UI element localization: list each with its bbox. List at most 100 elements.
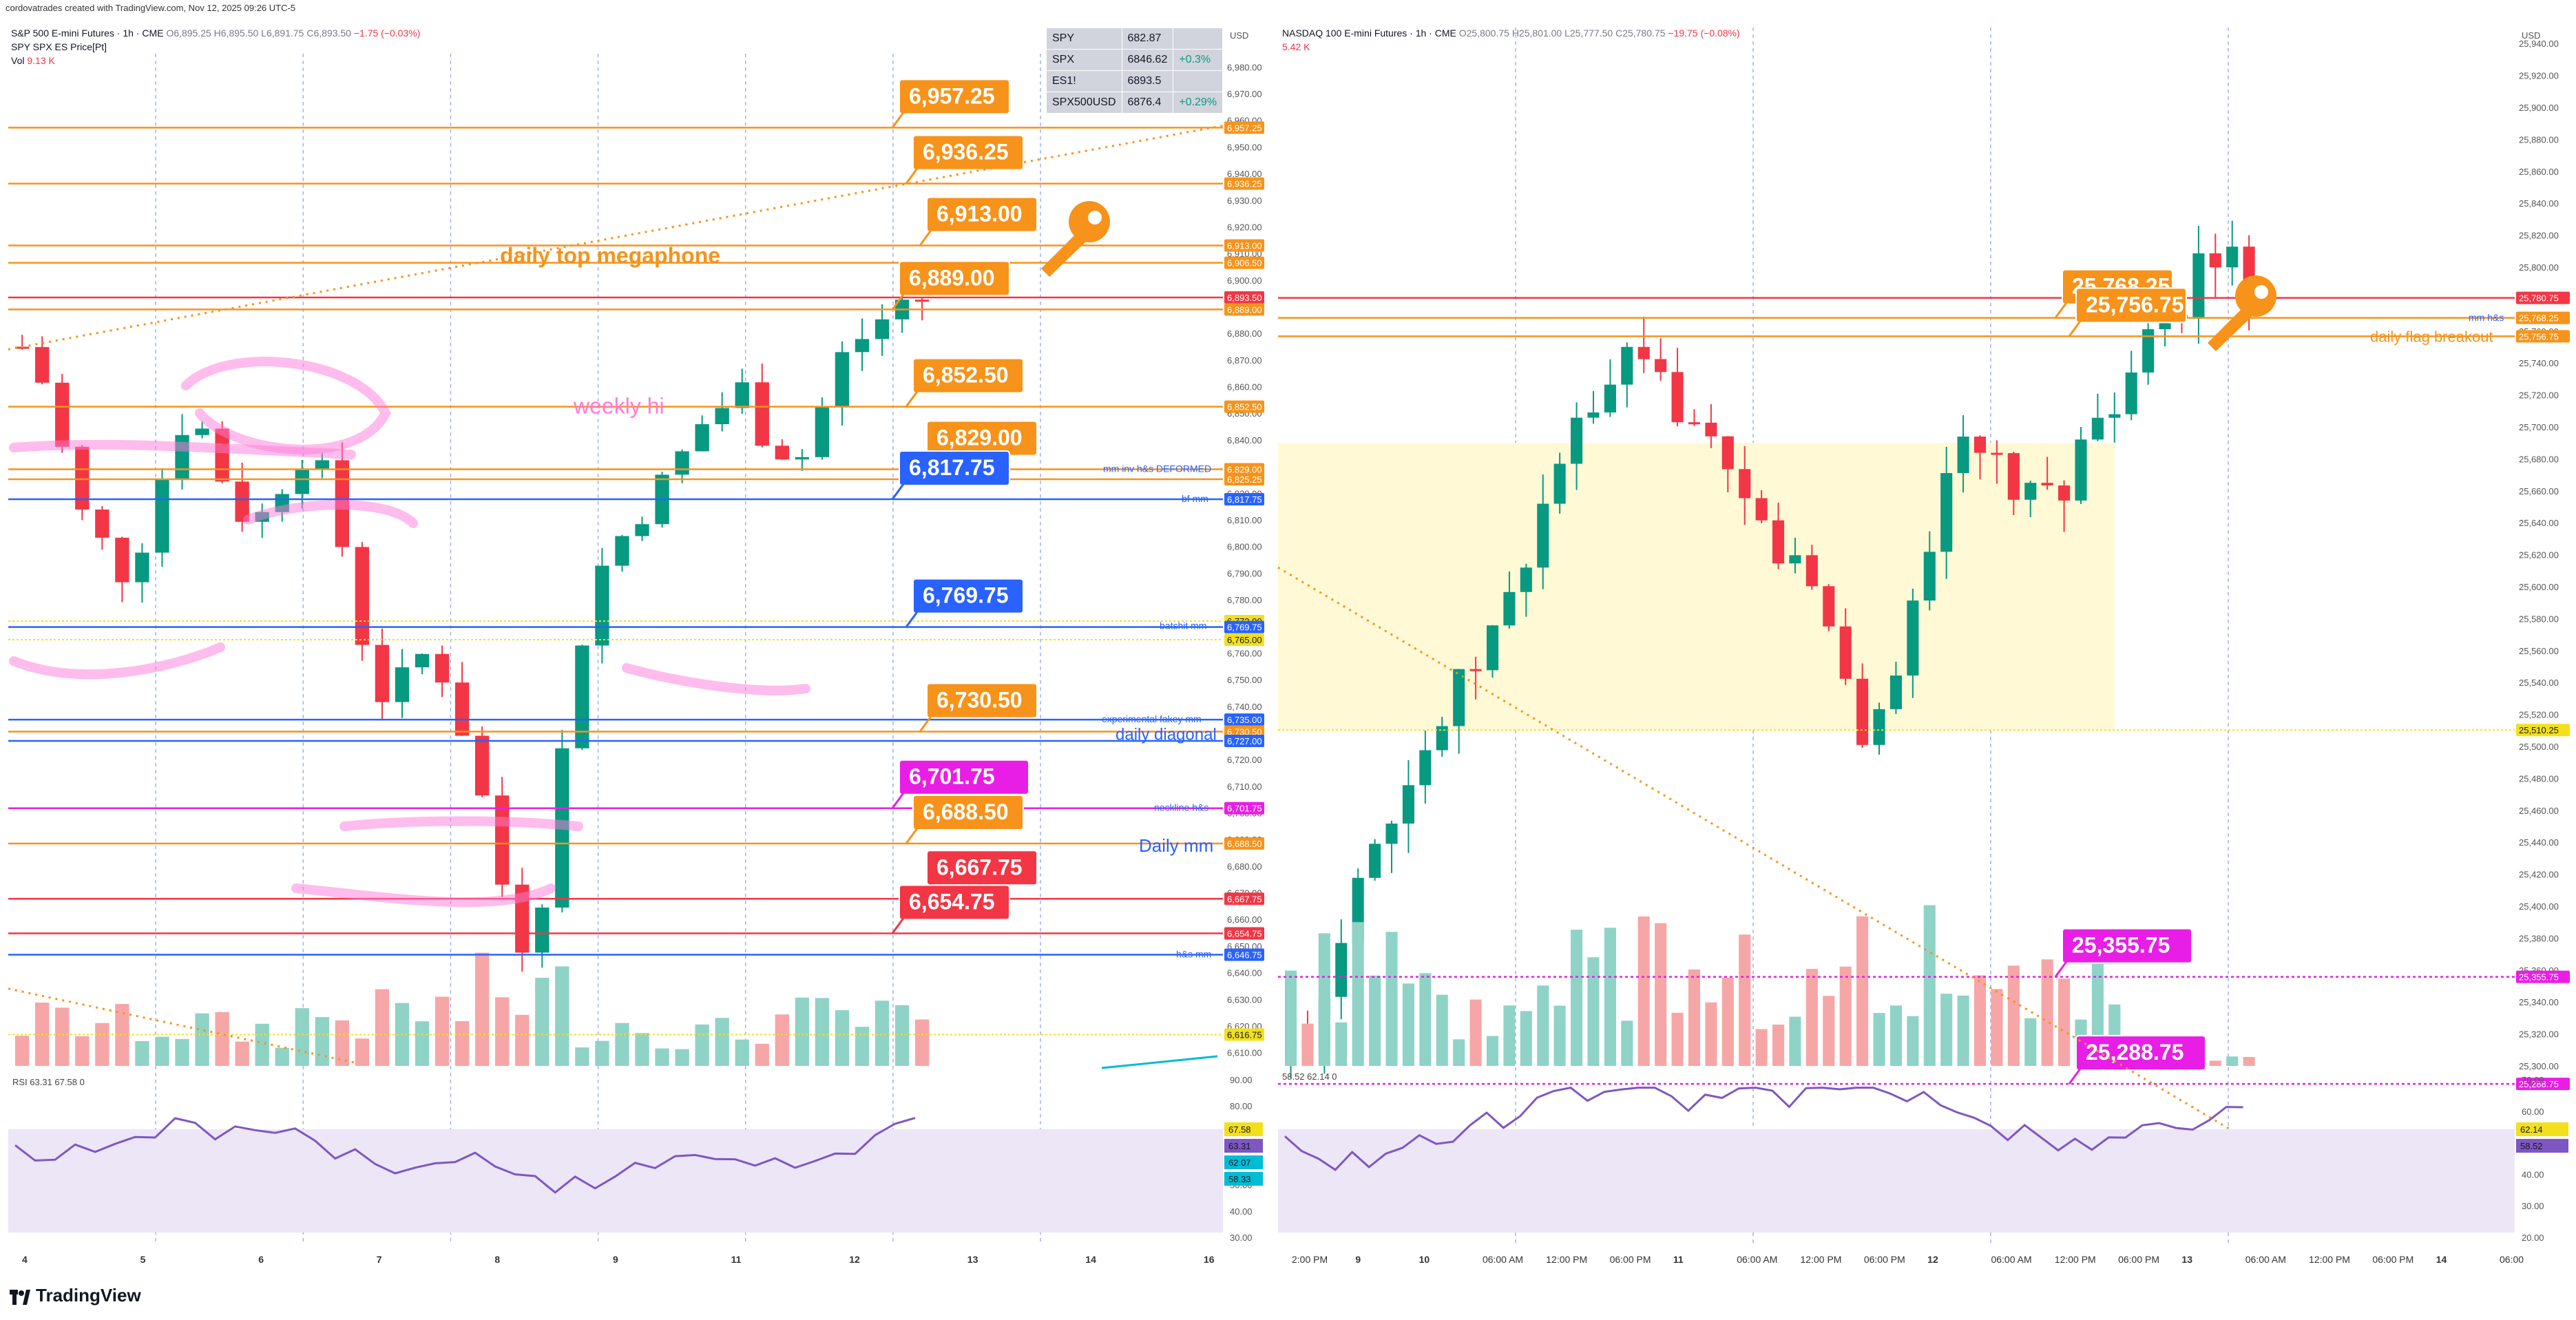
- volume-bar: [2007, 965, 2020, 1066]
- time-tick-label: 14: [2436, 1254, 2447, 1265]
- rsi-tick-label: 40.00: [1230, 1206, 1253, 1217]
- watchlist-row[interactable]: SPY 682.87: [1046, 28, 1224, 50]
- level-price-label: 6,825.25: [1227, 474, 1262, 485]
- volume-bar: [655, 1048, 669, 1066]
- price-tick-label: 6,810.00: [1227, 515, 1262, 525]
- price-tick-label: 25,620.00: [2519, 550, 2559, 561]
- candle-body: [1587, 412, 1600, 418]
- watchlist-row[interactable]: ES1! 6893.5: [1046, 70, 1224, 92]
- time-tick-label: 13: [2181, 1254, 2192, 1265]
- volume-bar: [1587, 957, 1600, 1066]
- time-tick-label: 14: [1085, 1254, 1096, 1265]
- volume-bar: [1940, 994, 1953, 1066]
- candle-body: [1469, 669, 1482, 671]
- level-price-label: 6,957.25: [1227, 123, 1262, 133]
- price-tick-label: 25,380.00: [2519, 933, 2559, 943]
- volume-bar: [1621, 1020, 1633, 1066]
- callout-pointer: [2054, 302, 2068, 319]
- volume-bar: [15, 1036, 30, 1066]
- volume-bar: [1805, 969, 1818, 1066]
- price-tick-label: 25,300.00: [2519, 1061, 2559, 1071]
- time-tick-label: 06:00: [2500, 1254, 2524, 1265]
- rsi-line: [14, 1117, 916, 1194]
- time-tick-label: 06:00 PM: [1610, 1254, 1651, 1265]
- watchlist-row[interactable]: SPX500USD 6876.4 +0.29%: [1046, 92, 1224, 114]
- candle-body: [55, 382, 70, 447]
- candle-body: [434, 653, 450, 683]
- time-tick-label: 12:00 PM: [2309, 1254, 2350, 1265]
- candle-body: [2142, 329, 2155, 373]
- callout-pointer: [2054, 961, 2068, 978]
- rsi-badge: [1224, 1139, 1263, 1153]
- volume-bar: [495, 997, 510, 1066]
- level-price-badge: [1224, 492, 1264, 505]
- price-tick-label: 25,540.00: [2519, 678, 2559, 688]
- price-tick-label: 6,610.00: [1227, 1048, 1262, 1058]
- volume-bar: [1889, 1005, 1902, 1066]
- level-price-label: 25,768.25: [2519, 313, 2559, 324]
- right-high: H25,801.00: [1511, 28, 1562, 39]
- callout-pointer: [905, 828, 919, 844]
- volume-bar: [2058, 978, 2071, 1066]
- candle-body: [2075, 439, 2087, 501]
- volume-bar: [1352, 922, 1364, 1066]
- level-price-label: 6,730.50: [1227, 727, 1262, 737]
- callout-pointer: [919, 229, 932, 247]
- time-tick-label: 12:00 PM: [1801, 1254, 1842, 1265]
- price-tick-label: 6,940.00: [1227, 169, 1262, 179]
- price-tick-label: 25,460.00: [2519, 806, 2559, 816]
- volume-bar: [454, 1020, 470, 1066]
- volume-bar: [1907, 1016, 1919, 1066]
- volume-bar: [1755, 1029, 1768, 1066]
- level-price-badge: [1224, 633, 1264, 647]
- time-tick-label: 9: [1355, 1254, 1361, 1265]
- diagonal-trendline: [8, 987, 359, 1065]
- rsi-tick-label: 30.00: [2522, 1201, 2544, 1211]
- price-tick-label: 6,680.00: [1227, 861, 1262, 872]
- price-tick-label: 6,880.00: [1227, 328, 1262, 339]
- price-tick-label: 25,420.00: [2519, 870, 2559, 880]
- price-tick-label: 25,880.00: [2519, 134, 2559, 145]
- level-price-badge: [2516, 330, 2570, 343]
- level-annotation: batshit mm: [1160, 620, 1206, 631]
- price-callout-label: 6,913.00: [936, 202, 1023, 227]
- candle-body: [1688, 422, 1701, 425]
- rsi-badge: [1224, 1155, 1263, 1169]
- price-callout: [899, 260, 1010, 297]
- level-price-badge: [1224, 927, 1264, 940]
- candle-body: [715, 408, 729, 425]
- candle-body: [1823, 586, 1835, 627]
- candle-body: [1553, 463, 1566, 504]
- rsi-badge-label: 62.07: [1228, 1157, 1251, 1168]
- key-icon: [1041, 201, 1110, 277]
- level-price-badge: [1224, 121, 1264, 134]
- watchlist-row[interactable]: SPX 6846.62 +0.3%: [1046, 49, 1224, 71]
- candle-body: [914, 300, 930, 302]
- volume-bar: [875, 1001, 890, 1066]
- left-high: H6,895.50: [213, 28, 259, 39]
- price-callout-label: 25,355.75: [2072, 933, 2170, 958]
- level-price-badge: [2516, 1078, 2570, 1091]
- price-tick-label: 25,440.00: [2519, 837, 2559, 848]
- level-price-badge: [1224, 463, 1264, 476]
- price-tick-label: 6,660.00: [1227, 914, 1262, 925]
- level-price-badge: [1224, 256, 1264, 269]
- candle-body: [635, 524, 649, 536]
- price-tick-label: 6,790.00: [1227, 568, 1262, 578]
- price-tick-label: 6,760.00: [1227, 648, 1262, 658]
- annotation-daily-top-megaphone: daily top megaphone: [500, 243, 720, 268]
- volume-bar: [1671, 1012, 1684, 1066]
- level-price-label: 6,817.75: [1227, 494, 1262, 505]
- price-tick-label: 6,970.00: [1227, 89, 1262, 99]
- volume-bar: [1839, 966, 1852, 1066]
- annotation-daily-diagonal: daily diagonal: [1116, 726, 1217, 744]
- candle-body: [235, 481, 249, 522]
- price-callout-label: 25,288.75: [2086, 1040, 2184, 1065]
- candle-body: [795, 457, 810, 460]
- volume-bar: [235, 1041, 249, 1066]
- level-price-label: 6,893.50: [1227, 293, 1262, 303]
- price-tick-label: 25,560.00: [2519, 646, 2559, 656]
- rsi-badge: [1224, 1122, 1263, 1136]
- volume-bar: [855, 1027, 870, 1066]
